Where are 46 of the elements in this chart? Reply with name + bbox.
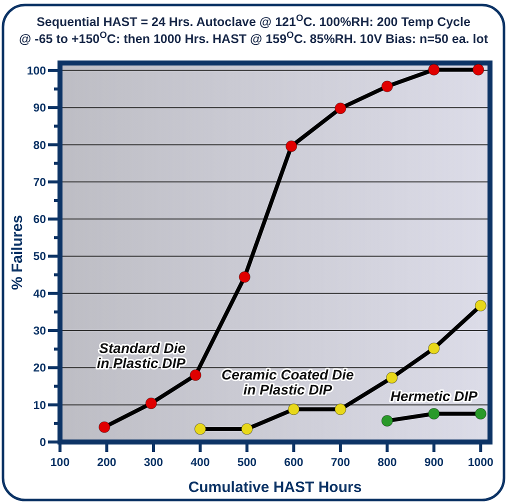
series-label: Standard Die in Plastic DIP bbox=[96, 340, 186, 372]
point bbox=[472, 64, 484, 76]
y-tick-label: 20 bbox=[33, 362, 46, 375]
series-label: Ceramic Coated Die in Plastic DIP bbox=[222, 366, 354, 398]
point bbox=[241, 423, 253, 435]
y-tick-label: 60 bbox=[33, 214, 46, 226]
point bbox=[428, 342, 440, 354]
x-tick-label: 200 bbox=[97, 457, 116, 469]
point bbox=[98, 421, 110, 433]
y-tick-label: 100 bbox=[26, 65, 46, 78]
y-tick-label: 40 bbox=[33, 288, 46, 300]
chart-title: Sequential HAST = 24 Hrs. Autoclave @ 121$^{O}$C. 100%RH: 200 Temp Cycle @ -65 to +150$^{O}$C: then 1000 Hrs. HAST @ 159$^{O}$C. 85%RH. 10V Bias: n=50 ea. lot bbox=[19, 13, 488, 46]
point bbox=[145, 398, 157, 410]
y-tick-label: 70 bbox=[33, 176, 46, 189]
point bbox=[334, 102, 346, 114]
point bbox=[194, 423, 206, 435]
y-tick-label: 0 bbox=[40, 437, 46, 450]
point bbox=[190, 369, 202, 381]
y-axis-title: % Failures bbox=[9, 214, 26, 290]
point bbox=[286, 140, 298, 152]
y-tick-label: 30 bbox=[33, 326, 46, 338]
x-tick-label: 700 bbox=[330, 457, 350, 469]
point bbox=[474, 408, 486, 420]
x-tick-label: 300 bbox=[144, 457, 164, 469]
point bbox=[238, 271, 250, 283]
y-tick-label: 80 bbox=[33, 140, 46, 152]
x-tick-label: 100 bbox=[50, 457, 70, 469]
x-tick-label: 600 bbox=[284, 457, 304, 469]
point bbox=[474, 300, 486, 312]
x-tick-label: 900 bbox=[424, 457, 444, 469]
point bbox=[288, 404, 300, 416]
series-label: Hermetic DIP bbox=[390, 388, 478, 404]
x-axis-title: Cumulative HAST Hours bbox=[188, 479, 362, 496]
x-tick-label: 1000 bbox=[468, 457, 494, 469]
x-tick-label: 500 bbox=[237, 457, 257, 469]
point bbox=[381, 415, 393, 427]
point bbox=[428, 408, 440, 420]
point bbox=[381, 80, 393, 92]
x-tick-label: 800 bbox=[378, 457, 397, 469]
y-tick-label: 90 bbox=[33, 102, 46, 115]
y-tick-label: 50 bbox=[33, 251, 46, 264]
y-tick-label: 10 bbox=[33, 400, 46, 412]
point bbox=[334, 404, 346, 416]
point bbox=[386, 372, 398, 384]
x-tick-label: 400 bbox=[190, 457, 210, 469]
point bbox=[428, 64, 440, 76]
